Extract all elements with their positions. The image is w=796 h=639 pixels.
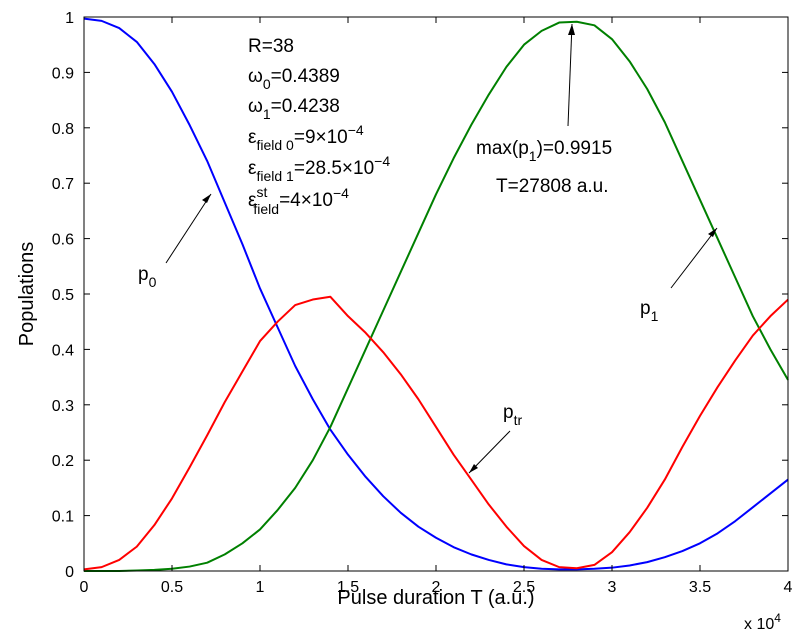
x-tick-label: 3.5 — [689, 579, 711, 596]
x-tick-label: 2 — [432, 579, 441, 596]
param-eps-field0: εfield 0=9×10−4 — [248, 122, 364, 153]
p1-arrow-line — [670, 227, 718, 289]
max-arrow-head — [568, 24, 575, 35]
y-tick-label: 0.8 — [52, 121, 74, 138]
ptr-label: ptr — [503, 402, 522, 428]
parameter-block: R=38 ω0=0.4389 ω1=0.4238 εfield 0=9×10−4… — [248, 36, 390, 217]
series-line-p0 — [83, 17, 789, 571]
x-multiplier-exp: 4 — [774, 611, 781, 625]
x-tick-label: 0.5 — [161, 579, 183, 596]
series-line-p1 — [84, 20, 789, 572]
y-tick-label: 1 — [65, 10, 74, 27]
param-R: R=38 — [248, 36, 294, 57]
y-axis-ticks: 0 0.1 0.2 0.3 0.4 0.5 0.6 0.7 0.8 0.9 1 — [52, 10, 788, 581]
y-tick-label: 0.9 — [52, 65, 74, 82]
y-tick-label: 0.1 — [52, 509, 74, 526]
param-eps-field1: εfield 1=28.5×10−4 — [248, 153, 390, 184]
x-tick-label: 0 — [80, 579, 89, 596]
p0-arrow-head — [202, 194, 211, 203]
param-omega1: ω1=0.4238 — [248, 96, 340, 122]
annotation-p1: p1 — [640, 227, 718, 324]
max-label: max(p1)=0.9915 — [476, 138, 612, 164]
y-tick-label: 0.3 — [52, 398, 74, 415]
y-tick-label: 0.7 — [52, 176, 74, 193]
T-label: T=27808 a.u. — [496, 176, 609, 197]
x-tick-label: 1.5 — [337, 579, 359, 596]
y-tick-label: 0.6 — [52, 232, 74, 249]
y-tick-label: 0.4 — [52, 342, 74, 359]
param-omega0: ω0=0.4389 — [248, 66, 340, 92]
x-axis-label: Pulse duration T (a.u.) — [337, 587, 534, 609]
y-tick-label: 0.5 — [52, 287, 74, 304]
p1-label: p1 — [640, 298, 659, 324]
param-eps-static: εst field=4×10−4 — [248, 184, 349, 217]
annotation-ptr: ptr — [468, 402, 522, 474]
ptr-arrow-head — [469, 464, 478, 473]
p0-label: p0 — [138, 264, 157, 290]
x-tick-label: 1 — [256, 579, 265, 596]
x-tick-label: 4 — [784, 579, 793, 596]
x-multiplier: x 104 — [744, 611, 781, 633]
p0-arrow-line — [165, 193, 212, 264]
annotation-max: max(p1)=0.9915 T=27808 a.u. — [476, 23, 612, 197]
x-tick-label: 2.5 — [513, 579, 535, 596]
x-axis-ticks: 0 0.5 1 1.5 2 2.5 3 3.5 4 — [80, 17, 793, 596]
series-layer — [83, 17, 789, 572]
annotation-p0: p0 — [138, 193, 212, 290]
x-tick-label: 3 — [608, 579, 617, 596]
max-arrow-line — [567, 23, 573, 127]
series-line-ptr — [83, 295, 789, 571]
y-axis-label: Populations — [16, 242, 38, 347]
y-tick-label: 0 — [65, 564, 74, 581]
p1-arrow-head — [708, 228, 717, 237]
x-multiplier-base: x 10 — [744, 616, 774, 633]
y-tick-label: 0.2 — [52, 453, 74, 470]
